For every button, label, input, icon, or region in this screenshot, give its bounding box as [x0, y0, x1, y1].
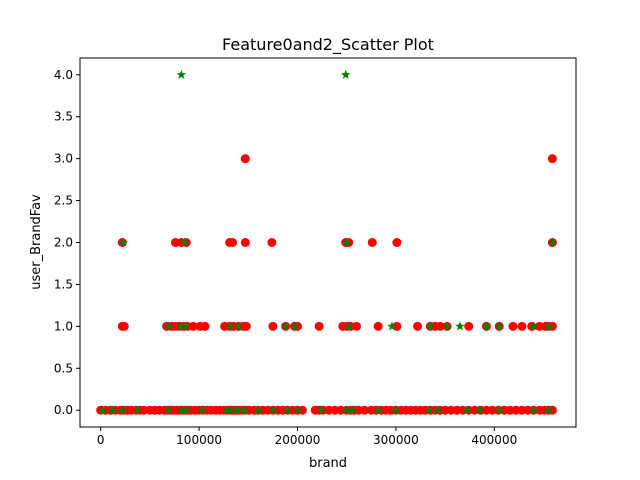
chart-title: Feature0and2_Scatter Plot [222, 35, 434, 55]
green-star-point [340, 69, 351, 79]
green-star-point [543, 405, 554, 415]
red-circle-point [392, 238, 402, 247]
green-star-point [180, 321, 191, 331]
red-circle-point [268, 321, 278, 331]
green-star-point [253, 405, 263, 415]
x-tick-label: 200000 [275, 433, 321, 447]
green-star-point [387, 321, 397, 331]
red-circle-point [267, 238, 277, 247]
y-tick-label: 3.5 [54, 110, 73, 124]
green-star-point [442, 321, 452, 331]
green-star-point [391, 405, 401, 415]
red-circle-point [464, 321, 474, 331]
green-star-point [455, 321, 465, 331]
green-star-point [226, 405, 237, 415]
points-layer [96, 69, 558, 415]
green-star-point [197, 405, 207, 415]
x-axis: 0 100000 200000 300000 400000 [97, 427, 517, 447]
red-circle-point [240, 238, 250, 247]
green-star-point [289, 321, 300, 331]
y-tick-label: 2.5 [54, 194, 73, 208]
green-star-point [117, 405, 128, 415]
red-circle-point [188, 321, 198, 331]
red-circle-point [240, 154, 250, 164]
red-circle-point [392, 321, 402, 331]
x-tick-label: 100000 [176, 433, 222, 447]
green-star-point [163, 405, 174, 415]
green-star-point [433, 405, 443, 415]
green-star-point [528, 405, 539, 415]
red-circle-point [241, 321, 251, 331]
green-star-point [221, 405, 232, 415]
green-star-point [528, 321, 539, 331]
green-star-point [163, 321, 174, 331]
green-star-point [233, 321, 244, 331]
green-star-point [343, 321, 354, 331]
y-axis-label: user_BrandFav [29, 194, 44, 290]
red-circle-point [314, 321, 324, 331]
y-tick-label: 4.0 [54, 68, 73, 82]
y-tick-label: 0.0 [54, 403, 73, 417]
y-axis: 0.0 0.5 1.0 1.5 2.0 2.5 3.0 3.5 4.0 [54, 68, 80, 417]
y-tick-label: 0.5 [54, 361, 73, 375]
y-tick-label: 1.5 [54, 277, 73, 291]
green-star-point [175, 321, 186, 331]
green-star-point [494, 405, 504, 415]
green-star-point [481, 321, 492, 331]
red-circle-point [435, 321, 445, 331]
green-star-point [97, 405, 108, 415]
x-tick-label: 0 [97, 433, 105, 447]
green-star-point [181, 405, 192, 415]
red-circle-point [413, 321, 423, 331]
green-star-point [118, 237, 129, 247]
green-star-point [282, 405, 293, 415]
green-star-point [239, 405, 250, 415]
green-star-point [373, 405, 383, 415]
red-circle-point [373, 321, 383, 331]
green-star-point [232, 405, 243, 415]
green-star-point [176, 69, 187, 79]
green-star-point [424, 405, 435, 415]
green-star-point [107, 405, 118, 415]
y-tick-label: 3.0 [54, 152, 73, 166]
x-tick-label: 300000 [373, 433, 419, 447]
y-tick-label: 2.0 [54, 236, 73, 250]
green-star-point [268, 405, 278, 415]
green-star-point [341, 405, 352, 415]
green-star-point [494, 321, 504, 331]
red-circle-point [517, 321, 527, 331]
red-circle-point [359, 405, 369, 415]
green-star-point [224, 321, 235, 331]
green-star-point [347, 405, 358, 415]
green-star-point [132, 405, 142, 415]
green-star-point [462, 405, 472, 415]
red-circle-point [119, 321, 129, 331]
red-circle-point [547, 154, 557, 164]
red-circle-point [200, 321, 210, 331]
green-star-point [547, 237, 558, 247]
green-star-point [176, 405, 187, 415]
red-circle-point [508, 321, 518, 331]
green-star-point [341, 237, 352, 247]
y-tick-label: 1.0 [54, 319, 73, 333]
green-star-point [179, 237, 190, 247]
green-star-point [474, 405, 485, 415]
x-axis-label: brand [309, 456, 347, 471]
green-star-point [292, 405, 303, 415]
green-star-point [316, 405, 326, 415]
green-star-point [280, 321, 291, 331]
red-circle-point [297, 405, 307, 415]
red-circle-point [352, 321, 362, 331]
red-circle-point [367, 238, 377, 247]
red-circle-point [228, 238, 238, 247]
green-star-point [543, 321, 554, 331]
green-star-point [425, 321, 436, 331]
x-tick-label: 400000 [471, 433, 517, 447]
